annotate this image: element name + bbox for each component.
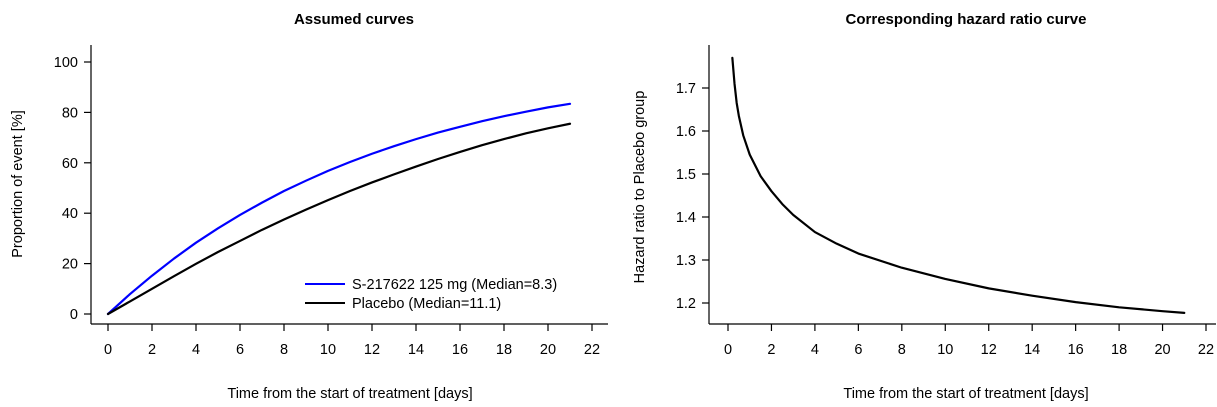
series-lines bbox=[106, 102, 572, 316]
x-tick-label: 4 bbox=[811, 342, 819, 358]
y-tick-label: 20 bbox=[62, 257, 78, 273]
y-tick-label: 80 bbox=[62, 105, 78, 121]
x-tick-label: 14 bbox=[408, 342, 424, 358]
legend-label-s217622: S-217622 125 mg (Median=8.3) bbox=[352, 277, 557, 293]
x-tick-label: 18 bbox=[1111, 342, 1127, 358]
x-tick-label: 0 bbox=[724, 342, 732, 358]
legend: S-217622 125 mg (Median=8.3) Placebo (Me… bbox=[305, 277, 557, 312]
series-line-1 bbox=[731, 56, 1186, 314]
x-axis-label: Time from the start of treatment [days] bbox=[227, 386, 472, 402]
x-tick-label: 6 bbox=[236, 342, 244, 358]
x-tick-label: 16 bbox=[452, 342, 468, 358]
assumed-curves-chart: Assumed curves 0 20 40 60 80 100 0 2 4 6 8 10 12 14 1… bbox=[10, 11, 608, 402]
x-axis-ticks: 0 2 4 6 8 10 12 14 16 18 20 22 bbox=[104, 324, 600, 358]
x-tick-label: 18 bbox=[496, 342, 512, 358]
y-tick-label: 100 bbox=[54, 55, 78, 71]
y-tick-label: 0 bbox=[70, 307, 78, 323]
x-tick-label: 2 bbox=[148, 342, 156, 358]
y-axis-ticks: 1.2 1.3 1.4 1.5 1.6 1.7 bbox=[676, 81, 709, 312]
plot-area bbox=[708, 45, 1216, 325]
x-tick-label: 22 bbox=[584, 342, 600, 358]
x-tick-label: 12 bbox=[981, 342, 997, 358]
y-tick-label: 40 bbox=[62, 206, 78, 222]
x-tick-label: 2 bbox=[767, 342, 775, 358]
assumed-curves-panel: Assumed curves 0 20 40 60 80 100 0 2 4 6 8 10 12 14 1… bbox=[0, 0, 608, 407]
x-tick-label: 14 bbox=[1024, 342, 1040, 358]
x-axis-ticks: 0 2 4 6 8 10 12 14 16 18 20 22 bbox=[724, 324, 1214, 358]
x-tick-label: 10 bbox=[937, 342, 953, 358]
y-axis-label: Proportion of event [%] bbox=[10, 110, 26, 258]
legend-label-placebo: Placebo (Median=11.1) bbox=[352, 296, 501, 312]
x-tick-label: 10 bbox=[320, 342, 336, 358]
hazard-ratio-panel: Corresponding hazard ratio curve 1.2 1.3 1… bbox=[609, 0, 1217, 407]
y-tick-label: 1.7 bbox=[676, 81, 696, 97]
x-tick-label: 16 bbox=[1068, 342, 1084, 358]
x-tick-label: 20 bbox=[1154, 342, 1170, 358]
y-axis-label: Hazard ratio to Placebo group bbox=[632, 91, 648, 284]
x-tick-label: 8 bbox=[280, 342, 288, 358]
plot-area bbox=[90, 45, 608, 325]
x-tick-label: 20 bbox=[540, 342, 556, 358]
x-tick-label: 22 bbox=[1198, 342, 1214, 358]
y-tick-label: 1.6 bbox=[676, 124, 696, 140]
y-tick-label: 1.4 bbox=[676, 210, 696, 226]
x-tick-label: 12 bbox=[364, 342, 380, 358]
chart-title: Corresponding hazard ratio curve bbox=[846, 11, 1087, 28]
series-lines bbox=[731, 56, 1186, 314]
x-axis-label: Time from the start of treatment [days] bbox=[843, 386, 1088, 402]
chart-title: Assumed curves bbox=[294, 11, 414, 28]
x-tick-label: 8 bbox=[898, 342, 906, 358]
y-axis-ticks: 0 20 40 60 80 100 bbox=[54, 55, 91, 323]
series-line-2 bbox=[106, 122, 572, 316]
y-tick-label: 1.5 bbox=[676, 167, 696, 183]
x-tick-label: 0 bbox=[104, 342, 112, 358]
x-tick-label: 6 bbox=[854, 342, 862, 358]
hazard-ratio-chart: Corresponding hazard ratio curve 1.21.31… bbox=[632, 11, 1216, 402]
y-tick-label: 1.2 bbox=[676, 296, 696, 312]
series-line-1 bbox=[106, 102, 572, 316]
y-tick-label: 1.3 bbox=[676, 253, 696, 269]
y-tick-label: 60 bbox=[62, 156, 78, 172]
x-tick-label: 4 bbox=[192, 342, 200, 358]
